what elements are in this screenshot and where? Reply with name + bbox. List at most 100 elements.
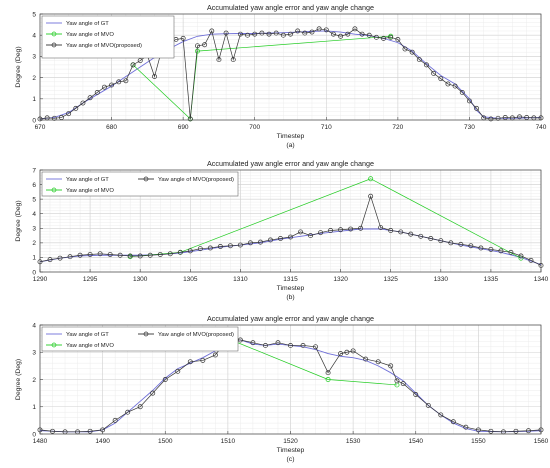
data-point [524,115,530,120]
data-point [488,116,494,122]
panel-caption: (b) [286,294,294,301]
data-point [409,49,415,55]
x-tick-label: 730 [464,124,475,131]
data-point [488,428,494,434]
y-tick-label: 6 [32,182,36,189]
data-point [463,424,469,430]
data-point [526,428,531,434]
x-axis-label: Timestep [277,447,305,454]
data-point [388,228,394,233]
data-point [288,31,293,37]
data-point [395,36,401,42]
data-point [51,115,57,121]
data-point [388,34,394,40]
data-point [273,30,279,36]
data-point [359,31,365,37]
legend-entry: Yaw angle of MVO(proposed) [138,331,234,338]
y-tick-label: 7 [32,167,36,174]
data-point [237,337,243,343]
data-point [59,115,64,120]
x-tick-label: 1550 [471,438,486,445]
legend-label: Yaw angle of MVO(proposed) [158,332,234,338]
legend-box [41,326,239,352]
data-point [378,225,384,231]
data-point [474,105,480,111]
data-point [402,46,408,52]
data-point [538,115,544,121]
x-tick-label: 690 [178,124,189,131]
data-point [237,242,243,248]
data-point [488,246,494,252]
data-point [245,32,251,38]
data-point [100,427,106,433]
y-axis-label: Degree (Deg) [15,200,22,241]
data-point [47,257,53,263]
panel-caption: (c) [287,456,295,463]
x-tick-label: 1300 [133,276,148,283]
legend-label: Yaw angle of MVO [66,32,114,38]
data-point [66,111,72,117]
data-point [137,404,143,410]
legend-swatch-marker [51,187,57,193]
data-point [313,344,318,350]
legend-box [41,171,239,197]
x-tick-label: 1490 [95,438,110,445]
data-point [80,100,86,106]
data-point [408,231,414,237]
data-point [116,79,122,85]
data-point [400,381,406,387]
y-tick-label: 3 [32,350,36,357]
y-tick-label: 4 [32,322,36,329]
data-point [513,428,519,434]
axes-box [39,13,542,121]
data-point [75,429,81,435]
data-point [394,378,400,384]
y-tick-label: 1 [32,255,36,262]
data-point [300,342,306,348]
chart-panel-2: 1480 1490 1500 1510 1520 1530 1540 1550 1560 0 1 2 3… [15,314,549,463]
data-point [425,402,431,408]
data-point [531,115,537,121]
data-point [498,248,504,254]
chart-panel-1: 1290 1295 1300 1305 1310 1315 1320 1325 1330 1335… [15,159,549,301]
data-point [87,95,93,101]
data-point [187,359,193,365]
data-point [438,238,444,244]
y-tick-label: 5 [32,11,36,18]
data-point [368,193,374,199]
data-point [468,243,474,249]
data-point [212,352,218,358]
data-point [150,390,156,396]
data-point [167,251,173,257]
data-point [502,115,508,120]
data-point [152,74,157,79]
data-point [413,392,419,397]
data-point [518,253,524,259]
data-point [338,33,344,39]
data-point [475,427,481,433]
y-axis-label: Degree (Deg) [15,46,22,87]
y-tick-label: 1 [32,96,36,103]
data-point [495,115,501,121]
data-point [358,225,364,231]
data-point [325,377,331,382]
chart-title: Accumulated yaw angle error and yaw angl… [207,314,374,323]
data-point [67,254,73,260]
x-tick-label: 1500 [158,438,173,445]
data-point [200,357,206,363]
data-point [268,237,273,243]
data-point [137,58,143,64]
legend-entry: Yaw angle of GT [46,177,109,183]
legend: Yaw angle of GT Yaw angle of MVO Yaw angle… [41,15,175,59]
data-point [37,427,43,433]
data-point [318,230,324,236]
y-tick-label: 0 [32,117,36,124]
data-point [187,116,193,122]
data-point [330,31,336,37]
legend-entry: Yaw angle of MVO [46,342,114,349]
data-point [478,245,484,251]
data-point [388,363,394,369]
legend-entry: Yaw angle of MVO(proposed) [138,176,234,183]
data-point [94,89,100,95]
data-point [509,115,515,121]
